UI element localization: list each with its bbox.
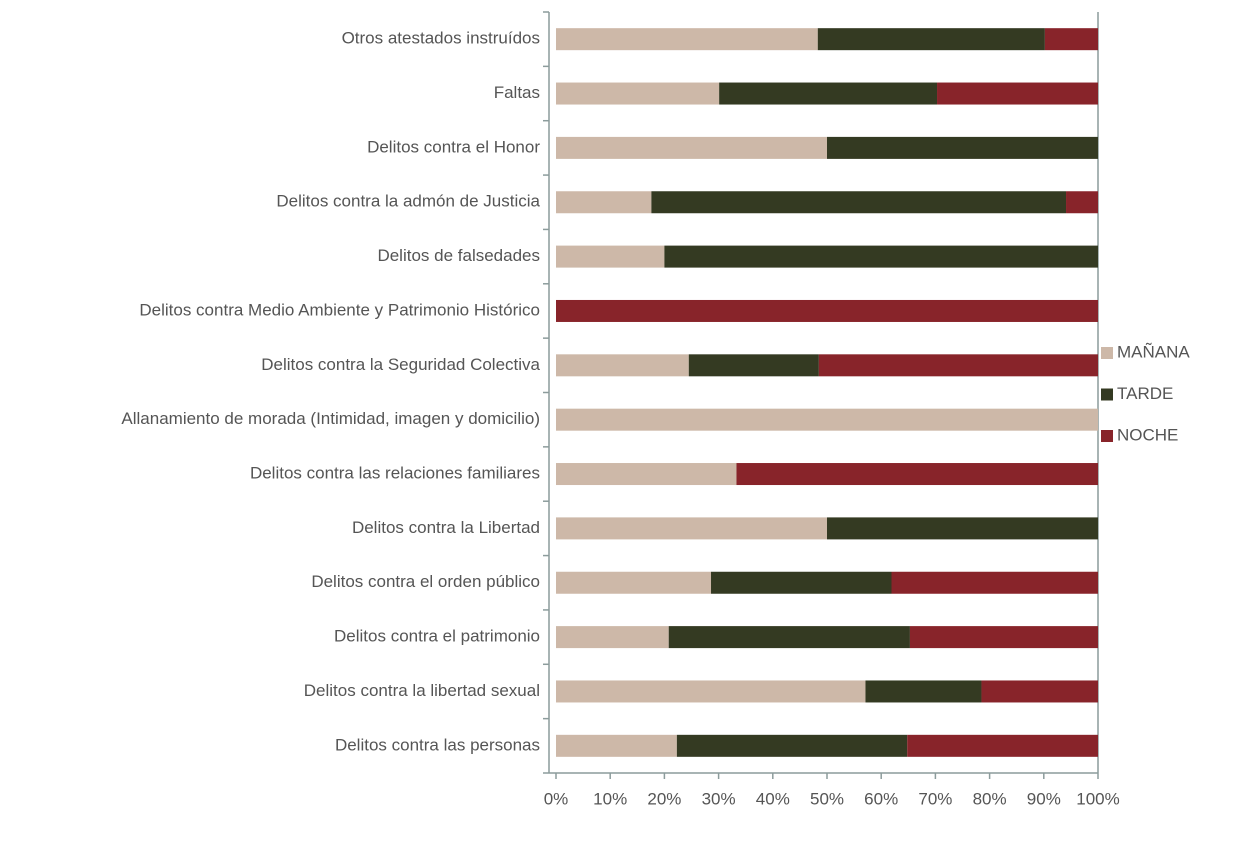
x-tick-label: 50%	[810, 789, 844, 808]
legend-swatch	[1101, 347, 1113, 359]
bar-segment	[556, 626, 669, 649]
x-tick-label: 90%	[1027, 789, 1061, 808]
bar-segment	[907, 734, 1098, 757]
bar-segment	[865, 680, 982, 703]
category-label: Delitos contra el patrimonio	[334, 627, 540, 646]
bar-segment	[556, 408, 1098, 431]
bar-segment	[937, 82, 1098, 105]
bar-segment	[827, 517, 1098, 540]
bar-segment	[556, 136, 827, 159]
legend-label: TARDE	[1117, 384, 1173, 403]
bar-segment	[818, 354, 1098, 377]
bar-segment	[556, 571, 712, 594]
bar-segment	[556, 245, 665, 268]
bar-segment	[909, 626, 1098, 649]
legend-swatch	[1101, 388, 1113, 401]
bar-segment	[668, 626, 910, 649]
category-label: Faltas	[494, 83, 540, 102]
bar-segment	[891, 571, 1098, 594]
category-label: Delitos contra la admón de Justicia	[276, 192, 540, 211]
category-label: Otros atestados instruídos	[342, 29, 540, 48]
bar-segment	[817, 28, 1045, 51]
x-tick-label: 20%	[647, 789, 681, 808]
x-tick-label: 10%	[593, 789, 627, 808]
bar-segment	[556, 28, 818, 51]
category-label: Delitos contra la Libertad	[352, 518, 540, 537]
bar-segment	[688, 354, 819, 377]
x-tick-label: 100%	[1076, 789, 1119, 808]
category-label: Delitos contra el orden público	[311, 572, 540, 591]
x-tick-label: 30%	[702, 789, 736, 808]
bar-segment	[556, 517, 827, 540]
bar-segment	[981, 680, 1098, 703]
x-tick-label: 60%	[864, 789, 898, 808]
bar-segment	[556, 82, 720, 105]
bar-segment	[556, 680, 866, 703]
category-label: Delitos contra la libertad sexual	[304, 681, 540, 700]
x-tick-label: 70%	[918, 789, 952, 808]
category-label: Delitos contra la Seguridad Colectiva	[261, 355, 540, 374]
category-label: Delitos contra las relaciones familiares	[250, 464, 540, 483]
bar-segment	[1066, 191, 1098, 214]
bar-segment	[1044, 28, 1098, 51]
bar-segment	[676, 734, 908, 757]
bar-segment	[651, 191, 1067, 214]
legend-label: MAÑANA	[1117, 342, 1190, 361]
x-tick-label: 40%	[756, 789, 790, 808]
category-label: Delitos contra el Honor	[367, 137, 540, 156]
x-tick-label: 0%	[544, 789, 569, 808]
bar-segment	[556, 463, 737, 486]
bar-segment	[719, 82, 938, 105]
bar-segment	[556, 734, 677, 757]
legend-swatch	[1101, 430, 1113, 442]
bar-segment	[827, 136, 1098, 159]
category-label: Delitos de falsedades	[377, 246, 540, 265]
bar-segment	[664, 245, 1098, 268]
bar-segment	[556, 191, 652, 214]
bar-segment	[556, 299, 1098, 322]
legend-label: NOCHE	[1117, 425, 1178, 444]
category-label: Delitos contra las personas	[335, 735, 540, 754]
bar-segment	[711, 571, 892, 594]
category-label: Delitos contra Medio Ambiente y Patrimon…	[139, 300, 540, 319]
bar-segment	[736, 463, 1098, 486]
bar-segment	[556, 354, 689, 377]
x-tick-label: 80%	[973, 789, 1007, 808]
category-label: Allanamiento de morada (Intimidad, image…	[121, 409, 540, 428]
